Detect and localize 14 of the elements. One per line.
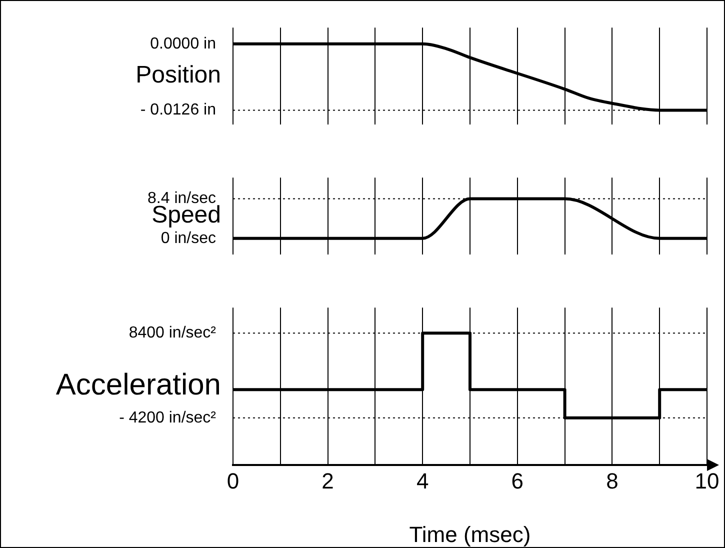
y-axis-title: Acceleration bbox=[56, 368, 221, 402]
y-tick-label: - 4200 in/sec² bbox=[119, 409, 217, 426]
x-tick-label: 6 bbox=[511, 468, 524, 494]
y-axis-title: Position bbox=[136, 62, 221, 89]
x-tick-label: 0 bbox=[226, 468, 240, 494]
y-tick-label: 0 in/sec bbox=[160, 230, 216, 247]
x-tick-label: 4 bbox=[416, 468, 429, 494]
y-tick-label: - 0.0126 in bbox=[140, 102, 216, 119]
y-tick-label: 0.0000 in bbox=[150, 35, 216, 52]
x-tick-label: 2 bbox=[322, 468, 334, 494]
x-tick-label: 8 bbox=[606, 468, 618, 494]
x-tick-label: 10 bbox=[694, 468, 720, 494]
x-axis-title: Time (msec) bbox=[409, 522, 531, 547]
y-tick-label: 8400 in/sec² bbox=[128, 324, 217, 342]
